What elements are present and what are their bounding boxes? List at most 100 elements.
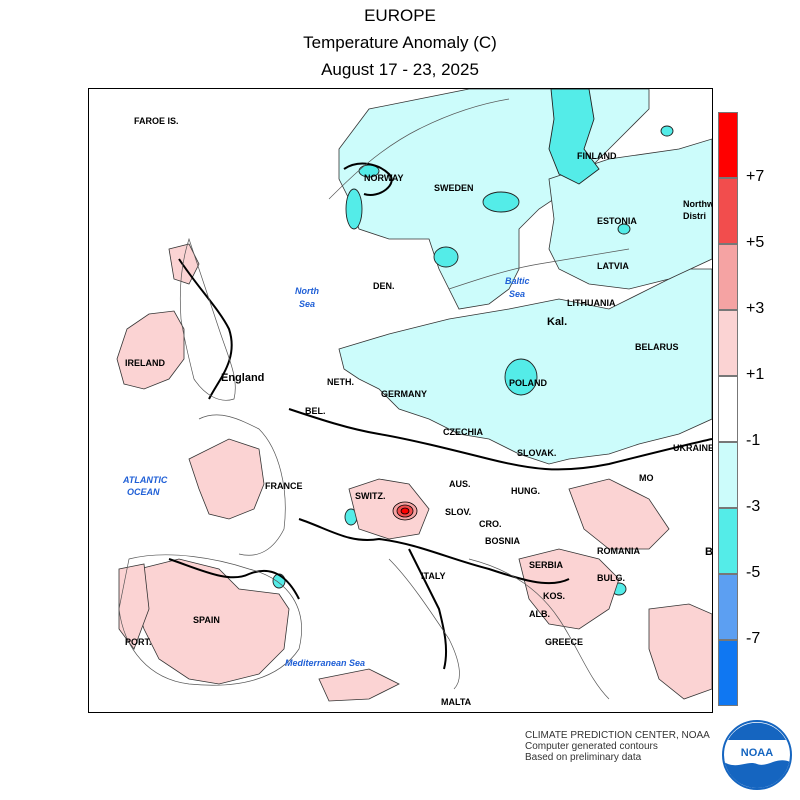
label-baltic-2: Sea (509, 289, 525, 299)
contour-norway (343, 162, 393, 196)
color-legend (718, 112, 738, 706)
legend-tick-label: +3 (746, 300, 765, 317)
credit-line-1: CLIMATE PREDICTION CENTER, NOAA (525, 730, 710, 741)
legend-swatch (718, 310, 738, 376)
france-warm-region (188, 438, 265, 520)
finland-east-cold-spot (660, 125, 674, 137)
contour-italy (408, 548, 448, 670)
label-romania: ROMANIA (597, 546, 640, 556)
contour-britain (178, 258, 233, 400)
zero-contours (168, 162, 712, 670)
label-greece: GREECE (545, 637, 583, 647)
credit-line-3: Based on preliminary data (525, 752, 642, 763)
coast-balkans (468, 558, 610, 700)
legend-tick-label: -3 (746, 498, 761, 515)
finland-cold-spot (548, 89, 600, 185)
label-spain: SPAIN (193, 615, 220, 625)
label-serbia: SERBIA (529, 560, 564, 570)
label-faroe: FAROE IS. (134, 116, 179, 126)
label-north-sea-1: North (295, 286, 319, 296)
label-germany: GERMANY (381, 389, 427, 399)
legend-tick-label: -7 (746, 630, 761, 647)
cold-spots (272, 89, 674, 596)
legend-swatch (718, 640, 738, 706)
legend-tick-label: +5 (746, 234, 765, 251)
balkans-warm-region (518, 548, 620, 630)
label-finland: FINLAND (577, 151, 617, 161)
label-sweden: SWEDEN (434, 183, 474, 193)
label-slovak: SLOVAK. (517, 448, 556, 458)
contour-iberia (168, 558, 300, 600)
contour-south (298, 518, 570, 585)
alps-warm-region (348, 478, 430, 540)
label-ukraine: UKRAINE (673, 443, 712, 453)
anomaly-map: FAROE IS. NORWAY SWEDEN FINLAND ESTONIA … (88, 88, 713, 713)
label-northwest: Northw (683, 199, 712, 209)
logo-text: NOAA (741, 747, 773, 759)
sea-labels: North Sea Baltic Sea ATLANTIC OCEAN Medi… (122, 276, 530, 668)
label-estonia: ESTONIA (597, 216, 637, 226)
ireland-warm-region (116, 310, 185, 390)
legend-tick-label: -5 (746, 564, 761, 581)
label-b: B (705, 546, 712, 558)
label-kal: Kal. (547, 316, 567, 328)
map-canvas: FAROE IS. NORWAY SWEDEN FINLAND ESTONIA … (116, 89, 712, 707)
label-den: DEN. (373, 281, 395, 291)
label-mo: MO (639, 473, 654, 483)
label-slov: SLOV. (445, 507, 471, 517)
credits: CLIMATE PREDICTION CENTER, NOAA Computer… (525, 730, 710, 763)
label-port: PORT. (125, 637, 152, 647)
map-title: EUROPE (364, 6, 436, 25)
label-north-sea-2: Sea (299, 299, 315, 309)
romania-warm-region (568, 478, 670, 550)
label-bosnia: BOSNIA (485, 536, 521, 546)
coast-france (198, 414, 286, 556)
coast-scandinavia (328, 98, 510, 200)
label-norway: NORWAY (364, 173, 404, 183)
legend-swatch (718, 574, 738, 640)
label-switz: SWITZ. (355, 491, 386, 501)
legend-swatch (718, 178, 738, 244)
coastlines (118, 98, 630, 700)
label-cro: CRO. (479, 519, 502, 529)
warm-anomaly-regions (116, 243, 712, 702)
coast-italy (388, 558, 460, 690)
label-lithuania: LITHUANIA (567, 298, 616, 308)
norway-cold-spot (345, 188, 363, 230)
label-ireland: IRELAND (125, 358, 165, 368)
portugal-warm-region (118, 563, 150, 650)
legend-swatch (718, 112, 738, 178)
legend-swatch (718, 508, 738, 574)
label-baltic-1: Baltic (505, 276, 530, 286)
map-date-range: August 17 - 23, 2025 (321, 60, 479, 79)
map-subtitle: Temperature Anomaly (C) (303, 33, 497, 52)
scotland-warm-region (168, 243, 200, 285)
legend-swatch (718, 376, 738, 442)
hot-spot-core (400, 507, 410, 515)
legend-tick-label: -1 (746, 432, 761, 449)
poland-cold-spot (504, 358, 538, 396)
legend-swatch (718, 244, 738, 310)
sweden-cold-spot (482, 191, 520, 213)
coast-iberia (118, 554, 302, 686)
contour-central (288, 408, 712, 471)
label-belarus: BELARUS (635, 342, 679, 352)
label-bulg: BULG. (597, 573, 625, 583)
label-aus: AUS. (449, 479, 471, 489)
credit-line-2: Computer generated contours (525, 741, 658, 752)
label-czechia: CZECHIA (443, 427, 483, 437)
label-france: FRANCE (265, 481, 303, 491)
greece-warm-region (648, 603, 712, 700)
label-distr: Distri (683, 211, 706, 221)
noaa-logo: NOAA (722, 720, 792, 790)
legend-tick-label: +1 (746, 366, 765, 383)
label-england: England (221, 372, 264, 384)
label-bel: BEL. (305, 406, 326, 416)
label-atlantic-2: OCEAN (127, 487, 160, 497)
label-atlantic-1: ATLANTIC (122, 475, 168, 485)
label-poland: POLAND (509, 378, 548, 388)
label-hung: HUNG. (511, 486, 540, 496)
label-med: Mediterranean Sea (285, 658, 365, 668)
country-labels: FAROE IS. NORWAY SWEDEN FINLAND ESTONIA … (125, 116, 712, 707)
sweden-south-cold-spot (433, 246, 459, 268)
